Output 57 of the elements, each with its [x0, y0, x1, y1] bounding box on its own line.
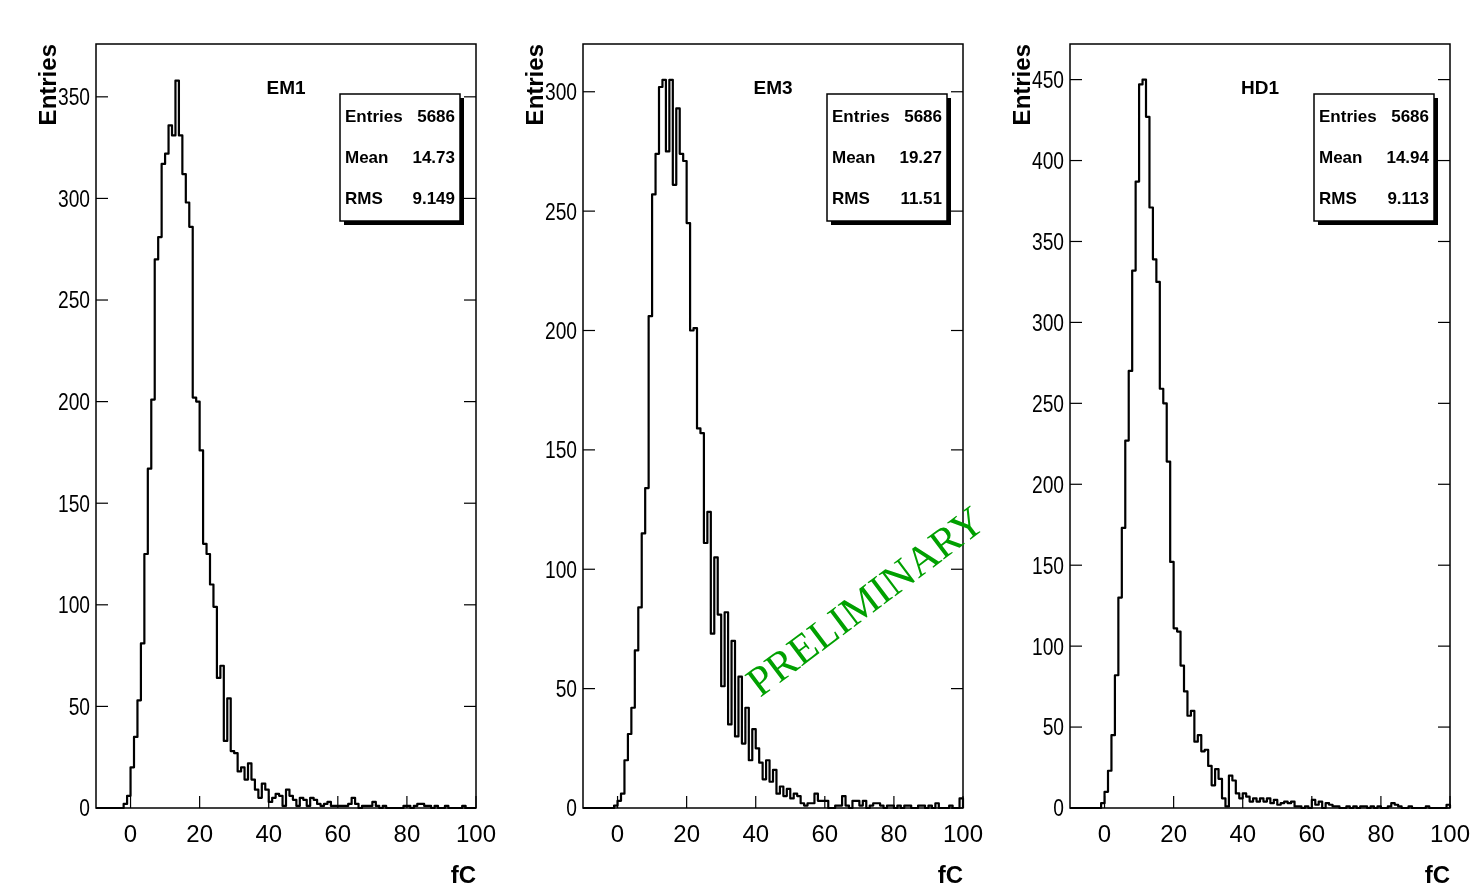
y-tick-label: 100 [544, 555, 577, 584]
text: Mean 14.73 [345, 148, 455, 167]
x-tick-label: 40 [1229, 820, 1257, 847]
x-tick-label: 100 [455, 820, 497, 847]
x-tick-label: 100 [1429, 820, 1471, 847]
y-tick-label: 150 [544, 436, 577, 464]
y-tick-label: 200 [1031, 470, 1064, 499]
y-tick-label: 150 [57, 489, 90, 518]
y-tick-label: 0 [1053, 794, 1064, 822]
x-axis-title: fC [937, 861, 963, 888]
text: RMS 11.51 [832, 189, 942, 208]
y-tick-label: 250 [1031, 389, 1064, 418]
x-tick-label: 40 [255, 820, 283, 847]
x-tick-label: 60 [811, 820, 839, 847]
x-tick-label: 100 [942, 820, 984, 847]
x-tick-label: 80 [1367, 820, 1395, 847]
y-tick-label: 0 [79, 794, 90, 822]
text: HD1 [1240, 77, 1280, 98]
x-tick-label: 60 [324, 820, 352, 847]
y-tick-label: 400 [1031, 146, 1064, 175]
text: RMS 9.149 [345, 189, 455, 208]
x-tick-label: 40 [742, 820, 770, 847]
x-tick-label: 60 [1298, 820, 1326, 847]
x-tick-label: 0 [610, 820, 625, 847]
text: EM3 [753, 77, 793, 98]
x-tick-label: 20 [1160, 820, 1187, 847]
x-tick-label: 20 [186, 820, 213, 847]
x-tick-label: 80 [880, 820, 908, 847]
y-tick-label: 300 [1031, 308, 1064, 337]
x-axis-title: fC [1424, 861, 1450, 888]
x-tick-label: 0 [1097, 820, 1112, 847]
y-tick-label: 250 [57, 286, 90, 314]
text: Mean 19.27 [832, 148, 942, 167]
text: EM1 [266, 77, 306, 98]
y-tick-label: 350 [1031, 227, 1064, 256]
annotation: Entries 5686 [832, 107, 942, 126]
y-tick-label: 200 [544, 316, 577, 345]
y-tick-label: 350 [57, 83, 90, 111]
text: Mean 14.94 [1319, 148, 1429, 167]
y-tick-label: 300 [544, 78, 577, 106]
y-tick-label: 100 [57, 591, 90, 619]
y-tick-label: 250 [544, 197, 577, 226]
x-tick-label: 20 [673, 820, 700, 847]
y-tick-label: 50 [1042, 713, 1064, 741]
x-tick-label: 80 [393, 820, 421, 847]
y-tick-label: 300 [57, 184, 90, 213]
y-tick-label: 200 [57, 387, 90, 416]
y-tick-label: 150 [1031, 551, 1064, 580]
y-tick-label: 50 [555, 674, 577, 703]
y-tick-label: 50 [68, 692, 90, 721]
y-tick-label: 0 [566, 794, 577, 822]
annotation: Entries 5686 [345, 107, 455, 126]
x-axis-title: fC [450, 861, 476, 888]
annotation: Entries 5686 [1319, 107, 1429, 126]
y-tick-label: 100 [1031, 632, 1064, 661]
text: RMS 9.113 [1319, 189, 1429, 208]
x-tick-label: 0 [123, 820, 138, 847]
